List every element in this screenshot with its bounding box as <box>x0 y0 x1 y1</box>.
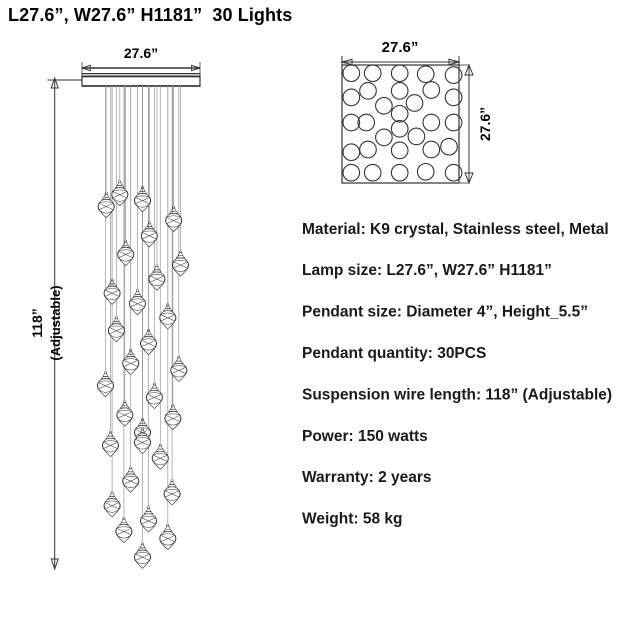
svg-text:Pendant quantity: 30PCS: Pendant quantity: 30PCS <box>302 345 486 362</box>
svg-text:118”: 118” <box>29 308 45 338</box>
svg-text:Material: K9 crystal, Stainles: Material: K9 crystal, Stainless steel, M… <box>302 221 609 238</box>
svg-text:Suspension wire length: 118”: Suspension wire length: 118” (Adjustable… <box>302 386 612 403</box>
svg-text:Weight: 58 kg: Weight: 58 kg <box>302 511 402 528</box>
svg-text:Power: 150 watts: Power: 150 watts <box>302 428 428 445</box>
svg-text:27.6”: 27.6” <box>382 39 419 56</box>
svg-text:27.6”: 27.6” <box>477 107 493 141</box>
svg-text:Lamp size: L27.6”, W27.6” H118: Lamp size: L27.6”, W27.6” H1181” <box>302 262 552 279</box>
svg-text:27.6”: 27.6” <box>124 45 158 61</box>
svg-text:(Adjustable): (Adjustable) <box>48 285 63 360</box>
svg-text:Pendant size: Diameter 4”, He: Pendant size: Diameter 4”, Height_5.5” <box>302 304 588 321</box>
svg-text:Warranty: 2 years: Warranty: 2 years <box>302 469 432 486</box>
